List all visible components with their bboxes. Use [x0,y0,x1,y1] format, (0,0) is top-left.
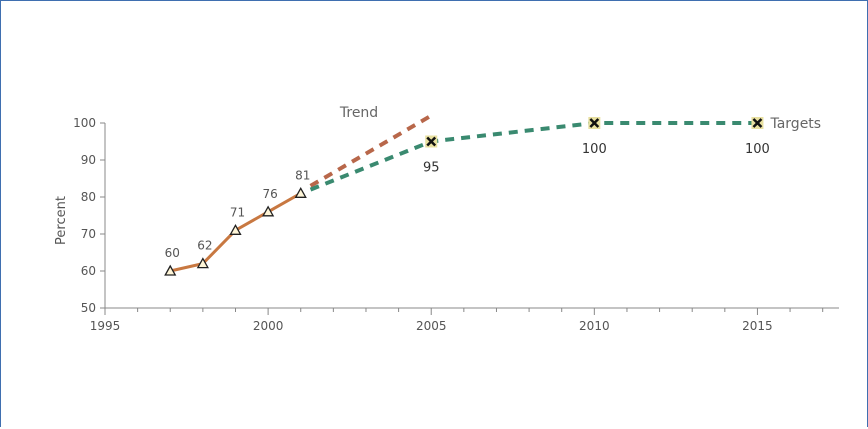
triangle-marker [262,205,275,217]
target-marker-cross [426,136,437,147]
target-marker-cross [589,118,600,128]
annotation-targets: Targets [769,116,821,132]
target-marker [425,135,438,148]
y-tick-label: 50 [81,301,96,315]
y-tick-label: 80 [81,190,96,204]
triangle-marker [196,257,209,269]
actual-value-label: 81 [295,168,310,182]
actual-value-label: 76 [262,187,277,201]
triangle-marker [164,264,177,276]
series-lines [169,113,758,273]
triangle-marker [229,223,242,235]
triangle-marker [294,186,307,198]
x-tick-label: 2010 [579,319,610,333]
x-tick-label: 2000 [253,319,284,333]
x-tick-label: 2005 [416,319,447,333]
target-value-label: 95 [423,161,440,176]
actual-value-label: 71 [230,205,245,219]
y-tick-label: 90 [81,153,96,167]
target-value-label: 100 [582,142,607,157]
series-line-trend [309,113,433,188]
axes: 1995 2000 2005 2010 2015 50 60 70 80 90 100 [73,116,839,333]
target-value-label: 100 [745,142,770,157]
x-tick-label: 1995 [90,319,121,333]
actual-value-label: 62 [197,239,212,253]
actual-value-label: 60 [165,246,180,260]
data-labels: 60 62 71 76 81 95 100 100 Trend Targets [165,105,821,260]
y-axis-title: Percent [54,196,69,245]
annotation-trend: Trend [339,105,378,121]
target-marker [588,117,601,129]
series-markers [164,117,764,276]
x-tick-label: 2015 [742,319,773,333]
y-tick-label: 70 [81,227,96,241]
series-line-targets [309,121,758,192]
y-tick-label: 100 [73,116,96,130]
target-marker [751,117,764,129]
y-tick-label: 60 [81,264,96,278]
target-marker-cross [752,118,763,128]
